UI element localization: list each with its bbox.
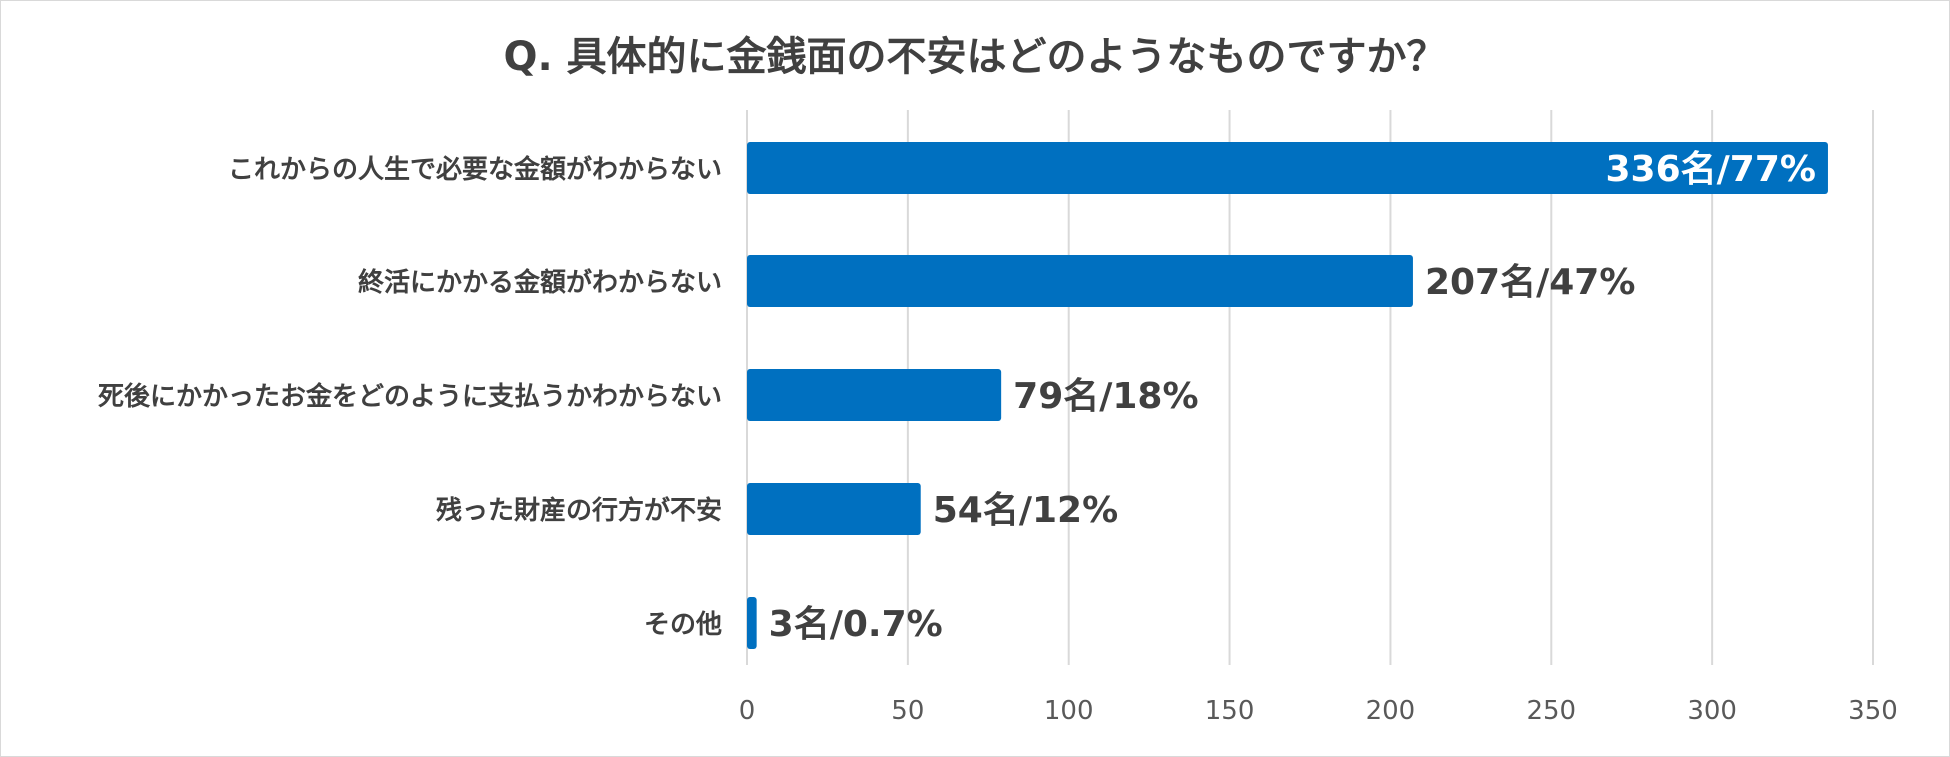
data-label: 207名/47% bbox=[1425, 262, 1635, 303]
x-tick-label: 250 bbox=[1526, 696, 1576, 726]
x-tick-label: 0 bbox=[739, 696, 756, 726]
category-label: これからの人生で必要な金額がわからない bbox=[228, 154, 722, 185]
x-tick-label: 100 bbox=[1044, 696, 1094, 726]
data-label: 3名/0.7% bbox=[769, 604, 943, 645]
bar bbox=[747, 597, 757, 649]
x-tick-label: 300 bbox=[1687, 696, 1737, 726]
data-label: 336名/77% bbox=[1605, 149, 1815, 190]
category-label: 残った財産の行方が不安 bbox=[436, 495, 722, 526]
x-tick-label: 350 bbox=[1848, 696, 1898, 726]
bar bbox=[747, 369, 1002, 421]
bar bbox=[747, 255, 1413, 307]
chart-title: Q. 具体的に金銭面の不安はどのようなものですか？ bbox=[503, 34, 1447, 80]
x-tick-label: 150 bbox=[1205, 696, 1255, 726]
category-label: 終活にかかる金額がわからない bbox=[358, 267, 722, 298]
x-tick-label: 50 bbox=[891, 696, 924, 726]
category-label: その他 bbox=[644, 610, 722, 640]
x-tick-label: 200 bbox=[1366, 696, 1416, 726]
data-label: 54名/12% bbox=[933, 490, 1118, 531]
category-label: 死後にかかったお金をどのように支払うかわからない bbox=[98, 381, 722, 412]
bar bbox=[747, 483, 921, 535]
bar bbox=[747, 142, 1828, 194]
data-label: 79名/18% bbox=[1013, 376, 1198, 417]
